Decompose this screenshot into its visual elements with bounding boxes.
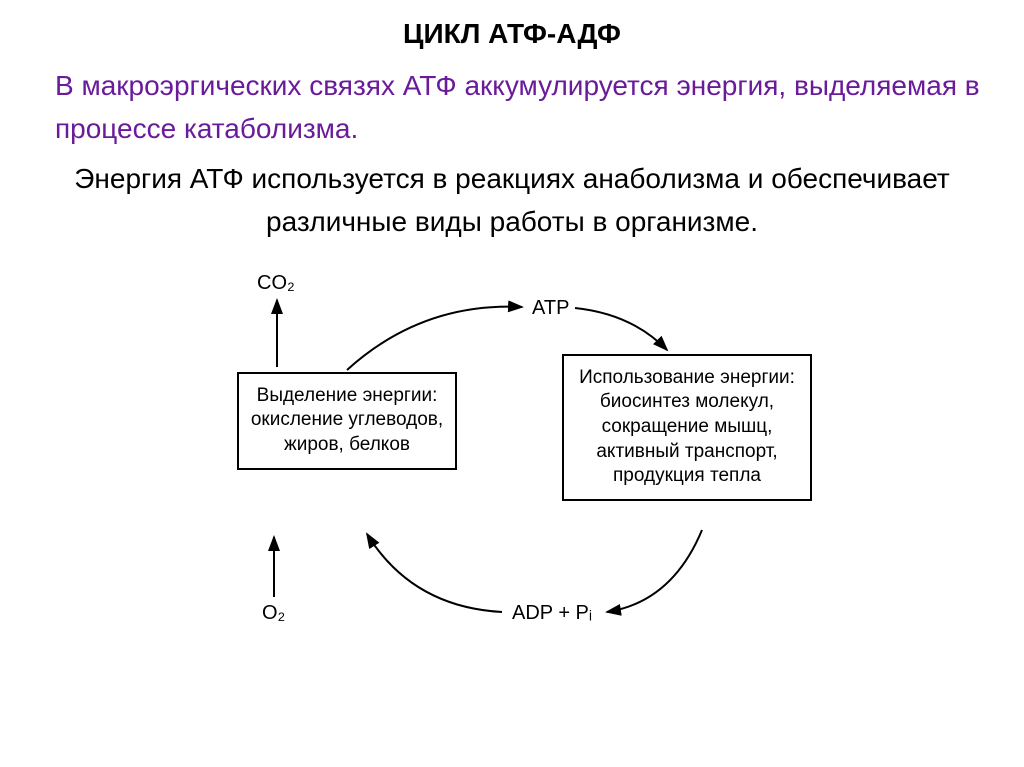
left-box-body: окисление углеводов, жиров, белков: [247, 408, 447, 457]
atp-label: ATP: [532, 297, 569, 320]
o2-label: O₂: [262, 602, 285, 625]
atp-adp-diagram: Выделение энергии: окисление углеводов, …: [162, 272, 862, 632]
subtitle-body: Энергия АТФ используется в реакциях анаб…: [0, 151, 1024, 244]
right-box-title: Использование энергии:: [572, 366, 802, 391]
left-box-title: Выделение энергии:: [247, 384, 447, 409]
energy-use-box: Использование энергии: биосинтез молекул…: [562, 354, 812, 501]
co2-label: CO₂: [257, 272, 295, 295]
subtitle-accent: В макроэргических связях АТФ аккумулируе…: [0, 50, 1024, 151]
adp-label: ADP + Pᵢ: [512, 602, 592, 625]
energy-release-box: Выделение энергии: окисление углеводов, …: [237, 372, 457, 470]
page-title: ЦИКЛ АТФ-АДФ: [0, 0, 1024, 50]
right-box-body: биосинтез молекул, сокращение мышц, акти…: [572, 390, 802, 489]
